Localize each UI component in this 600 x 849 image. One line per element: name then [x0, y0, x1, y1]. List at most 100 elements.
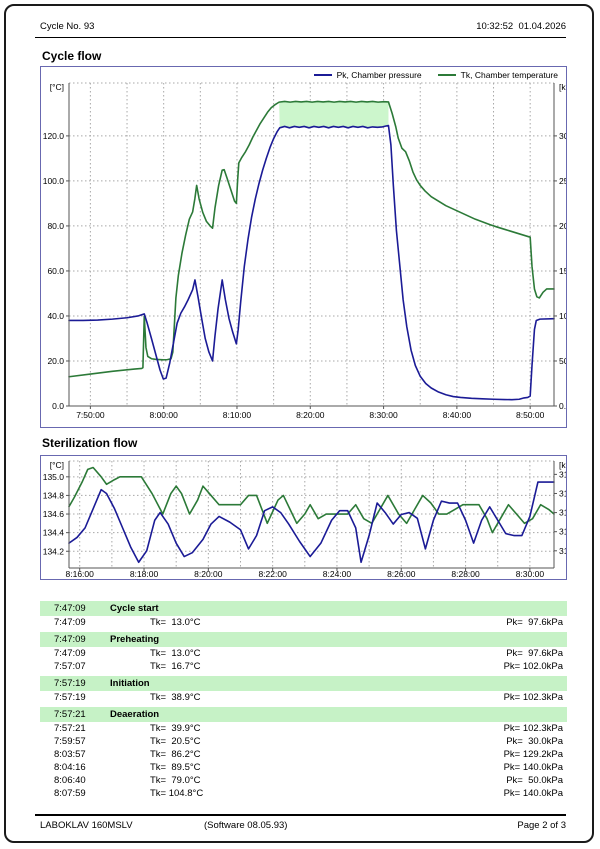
log-row: 7:57:19 Tk= 38.9°C Pk= 102.3kPa: [40, 691, 567, 704]
log-time: 8:06:40: [54, 775, 86, 786]
svg-text:313.0: 313.0: [559, 527, 566, 537]
log-tk-value: Tk= 89.5°C: [150, 762, 201, 773]
svg-text:8:40:00: 8:40:00: [443, 410, 472, 420]
log-tk-value: Tk= 104.8°C: [150, 788, 204, 799]
svg-text:100.0: 100.0: [43, 176, 65, 186]
footer-software: (Software 08.05.93): [204, 820, 288, 831]
log-tk-value: Tk= 79.0°C: [150, 775, 201, 786]
svg-text:134.4: 134.4: [43, 528, 65, 538]
legend-item: Tk, Chamber temperature: [437, 70, 558, 80]
svg-text:314.0: 314.0: [559, 488, 566, 498]
log-pk-value: Pk= 102.3kPa: [503, 692, 563, 703]
svg-text:8:26:00: 8:26:00: [387, 569, 416, 579]
svg-text:8:18:00: 8:18:00: [130, 569, 159, 579]
log-row: 8:04:16 Tk= 89.5°C Pk= 140.0kPa: [40, 761, 567, 774]
svg-text:60.0: 60.0: [47, 266, 64, 276]
log-tk-value: Tk= 13.0°C: [150, 648, 201, 659]
log-phase-title: Preheating: [110, 634, 160, 645]
svg-text:314.5: 314.5: [559, 469, 566, 479]
legend-label: Pk, Chamber pressure: [336, 70, 422, 80]
svg-text:8:20:00: 8:20:00: [296, 410, 325, 420]
log-time: 7:47:09: [54, 603, 86, 614]
sterilization-flow-chart: 134.2 134.4 134.6 134.8 135.0 312.5 313.0 313.5…: [43, 460, 581, 579]
log-time: 8:03:57: [54, 749, 86, 760]
log-section-header: 7:47:09 Preheating: [40, 632, 567, 647]
log-pk-value: Pk= 97.6kPa: [506, 617, 563, 628]
svg-text:[°C]: [°C]: [50, 460, 64, 470]
svg-text:313.5: 313.5: [559, 508, 566, 518]
svg-text:8:30:00: 8:30:00: [516, 569, 545, 579]
log-time: 7:47:09: [54, 617, 86, 628]
svg-text:134.8: 134.8: [43, 490, 65, 500]
svg-text:8:20:00: 8:20:00: [194, 569, 223, 579]
sterilization-flow-chart-box: 134.2 134.4 134.6 134.8 135.0 312.5 313.0 313.5…: [40, 455, 581, 580]
log-pk-value: Pk= 102.3kPa: [503, 723, 563, 734]
legend-item: Pk, Chamber pressure: [313, 70, 422, 80]
log-row: 7:47:09 Tk= 13.0°C Pk= 97.6kPa: [40, 616, 567, 629]
svg-text:135.0: 135.0: [43, 472, 65, 482]
log-tk-value: Tk= 38.9°C: [150, 692, 201, 703]
cycle-number: Cycle No. 93: [40, 21, 95, 32]
svg-text:0.0: 0.0: [52, 401, 64, 411]
svg-text:8:30:00: 8:30:00: [369, 410, 398, 420]
svg-text:250.0: 250.0: [559, 176, 566, 186]
chart-title-cycle-flow: Cycle flow: [42, 49, 102, 63]
svg-text:150.0: 150.0: [559, 266, 566, 276]
svg-text:300.0: 300.0: [559, 131, 566, 141]
log-table: 7:47:09 Cycle start 7:47:09 Tk= 13.0°C Pk= 9…: [40, 598, 567, 800]
log-tk-value: Tk= 20.5°C: [150, 736, 201, 747]
svg-text:0.0: 0.0: [559, 401, 566, 411]
svg-text:8:50:00: 8:50:00: [516, 410, 545, 420]
svg-text:8:16:00: 8:16:00: [66, 569, 95, 579]
log-section-header: 7:47:09 Cycle start: [40, 601, 567, 616]
log-tk-value: Tk= 86.2°C: [150, 749, 201, 760]
log-time: 7:57:21: [54, 709, 86, 720]
svg-text:8:00:00: 8:00:00: [149, 410, 178, 420]
cycle-flow-chart: 0.0 20.0 40.0 60.0 80.0 100.0 120.0 0.0 50.0 100.…: [43, 82, 581, 420]
footer-model: LABOKLAV 160MSLV: [40, 820, 133, 831]
svg-text:312.5: 312.5: [559, 546, 566, 556]
footer-page: Page 2 of 3: [517, 820, 566, 831]
svg-text:8:10:00: 8:10:00: [223, 410, 252, 420]
log-time: 7:47:09: [54, 648, 86, 659]
log-row: 7:59:57 Tk= 20.5°C Pk= 30.0kPa: [40, 735, 567, 748]
log-pk-value: Pk= 97.6kPa: [506, 648, 563, 659]
cycle-flow-chart-box: Pk, Chamber pressure Tk, Chamber temperat…: [40, 66, 581, 428]
legend-label: Tk, Chamber temperature: [460, 70, 558, 80]
log-row: 7:47:09 Tk= 13.0°C Pk= 97.6kPa: [40, 647, 567, 660]
svg-text:8:24:00: 8:24:00: [323, 569, 352, 579]
log-pk-value: Pk= 30.0kPa: [506, 736, 563, 747]
svg-text:134.2: 134.2: [43, 546, 65, 556]
svg-text:200.0: 200.0: [559, 221, 566, 231]
log-pk-value: Pk= 50.0kPa: [506, 775, 563, 786]
log-row: 7:57:21 Tk= 39.9°C Pk= 102.3kPa: [40, 722, 567, 735]
svg-text:120.0: 120.0: [43, 131, 65, 141]
log-pk-value: Pk= 140.0kPa: [503, 762, 563, 773]
svg-text:[kPa]: [kPa]: [559, 460, 566, 470]
log-time: 8:07:59: [54, 788, 86, 799]
svg-text:[°C]: [°C]: [50, 82, 64, 92]
svg-text:7:50:00: 7:50:00: [76, 410, 105, 420]
log-pk-value: Pk= 129.2kPa: [503, 749, 563, 760]
header-rule: [35, 37, 566, 38]
log-time: 7:57:21: [54, 723, 86, 734]
log-time: 7:57:19: [54, 678, 86, 689]
log-tk-value: Tk= 13.0°C: [150, 617, 201, 628]
report-datetime: 10:32:52 01.04.2026: [476, 21, 566, 32]
log-phase-title: Initiation: [110, 678, 150, 689]
log-pk-value: Pk= 140.0kPa: [503, 788, 563, 799]
log-phase-title: Cycle start: [110, 603, 159, 614]
log-time: 8:04:16: [54, 762, 86, 773]
svg-text:100.0: 100.0: [559, 311, 566, 321]
log-row: 8:03:57 Tk= 86.2°C Pk= 129.2kPa: [40, 748, 567, 761]
svg-text:80.0: 80.0: [47, 221, 64, 231]
log-phase-title: Deaeration: [110, 709, 160, 720]
legend-swatch-temperature: [437, 74, 456, 76]
log-row: 7:57:07 Tk= 16.7°C Pk= 102.0kPa: [40, 660, 567, 673]
log-time: 7:57:19: [54, 692, 86, 703]
svg-text:134.6: 134.6: [43, 509, 65, 519]
log-tk-value: Tk= 39.9°C: [150, 723, 201, 734]
log-row: 8:06:40 Tk= 79.0°C Pk= 50.0kPa: [40, 774, 567, 787]
log-time: 7:59:57: [54, 736, 86, 747]
